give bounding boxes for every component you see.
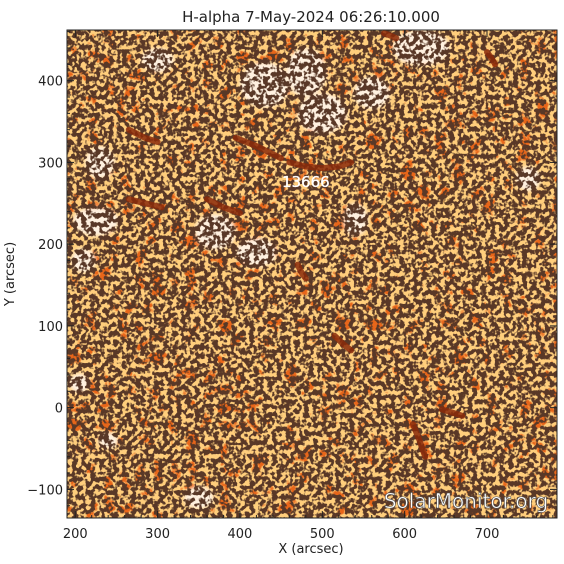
y-tick-label: 0 (55, 402, 63, 417)
x-tick-label: 500 (310, 527, 335, 542)
x-tick-label: 700 (475, 527, 500, 542)
x-tick-label: 200 (63, 527, 88, 542)
y-axis-label: Y (arcsec) (3, 242, 18, 307)
y-tick-label: 400 (38, 75, 63, 90)
filament (381, 30, 400, 42)
filament (232, 134, 285, 162)
filament (484, 49, 499, 68)
filament (331, 332, 355, 354)
filament (125, 126, 161, 145)
filament (294, 261, 309, 282)
plot-frame (66, 29, 558, 519)
filament (409, 421, 429, 460)
plot-title: H-alpha 7-May-2024 06:26:10.000 (182, 8, 440, 26)
x-tick-label: 600 (392, 527, 417, 542)
x-tick-label: 400 (228, 527, 253, 542)
active-region-label: 13666 (282, 173, 330, 191)
x-axis-label: X (arcsec) (278, 542, 343, 557)
y-axis-ticks: −100 0 100 200 300 400 (27, 31, 557, 507)
y-tick-label: −100 (27, 483, 63, 498)
y-tick-label: 300 (38, 156, 63, 171)
filament (125, 196, 165, 211)
filament (204, 196, 243, 217)
y-tick-label: 100 (38, 320, 63, 335)
x-axis-ticks: 200 300 400 500 600 700 (63, 30, 554, 542)
filament-layer (125, 30, 499, 460)
solarmonitor-watermark: SolarMonitor.org (384, 489, 548, 513)
solar-image (67, 30, 557, 518)
y-tick-label: 200 (38, 238, 63, 253)
filament (438, 406, 466, 419)
x-tick-label: 300 (145, 527, 170, 542)
chromosphere-dark-mottles (67, 30, 557, 518)
filament (286, 159, 355, 172)
